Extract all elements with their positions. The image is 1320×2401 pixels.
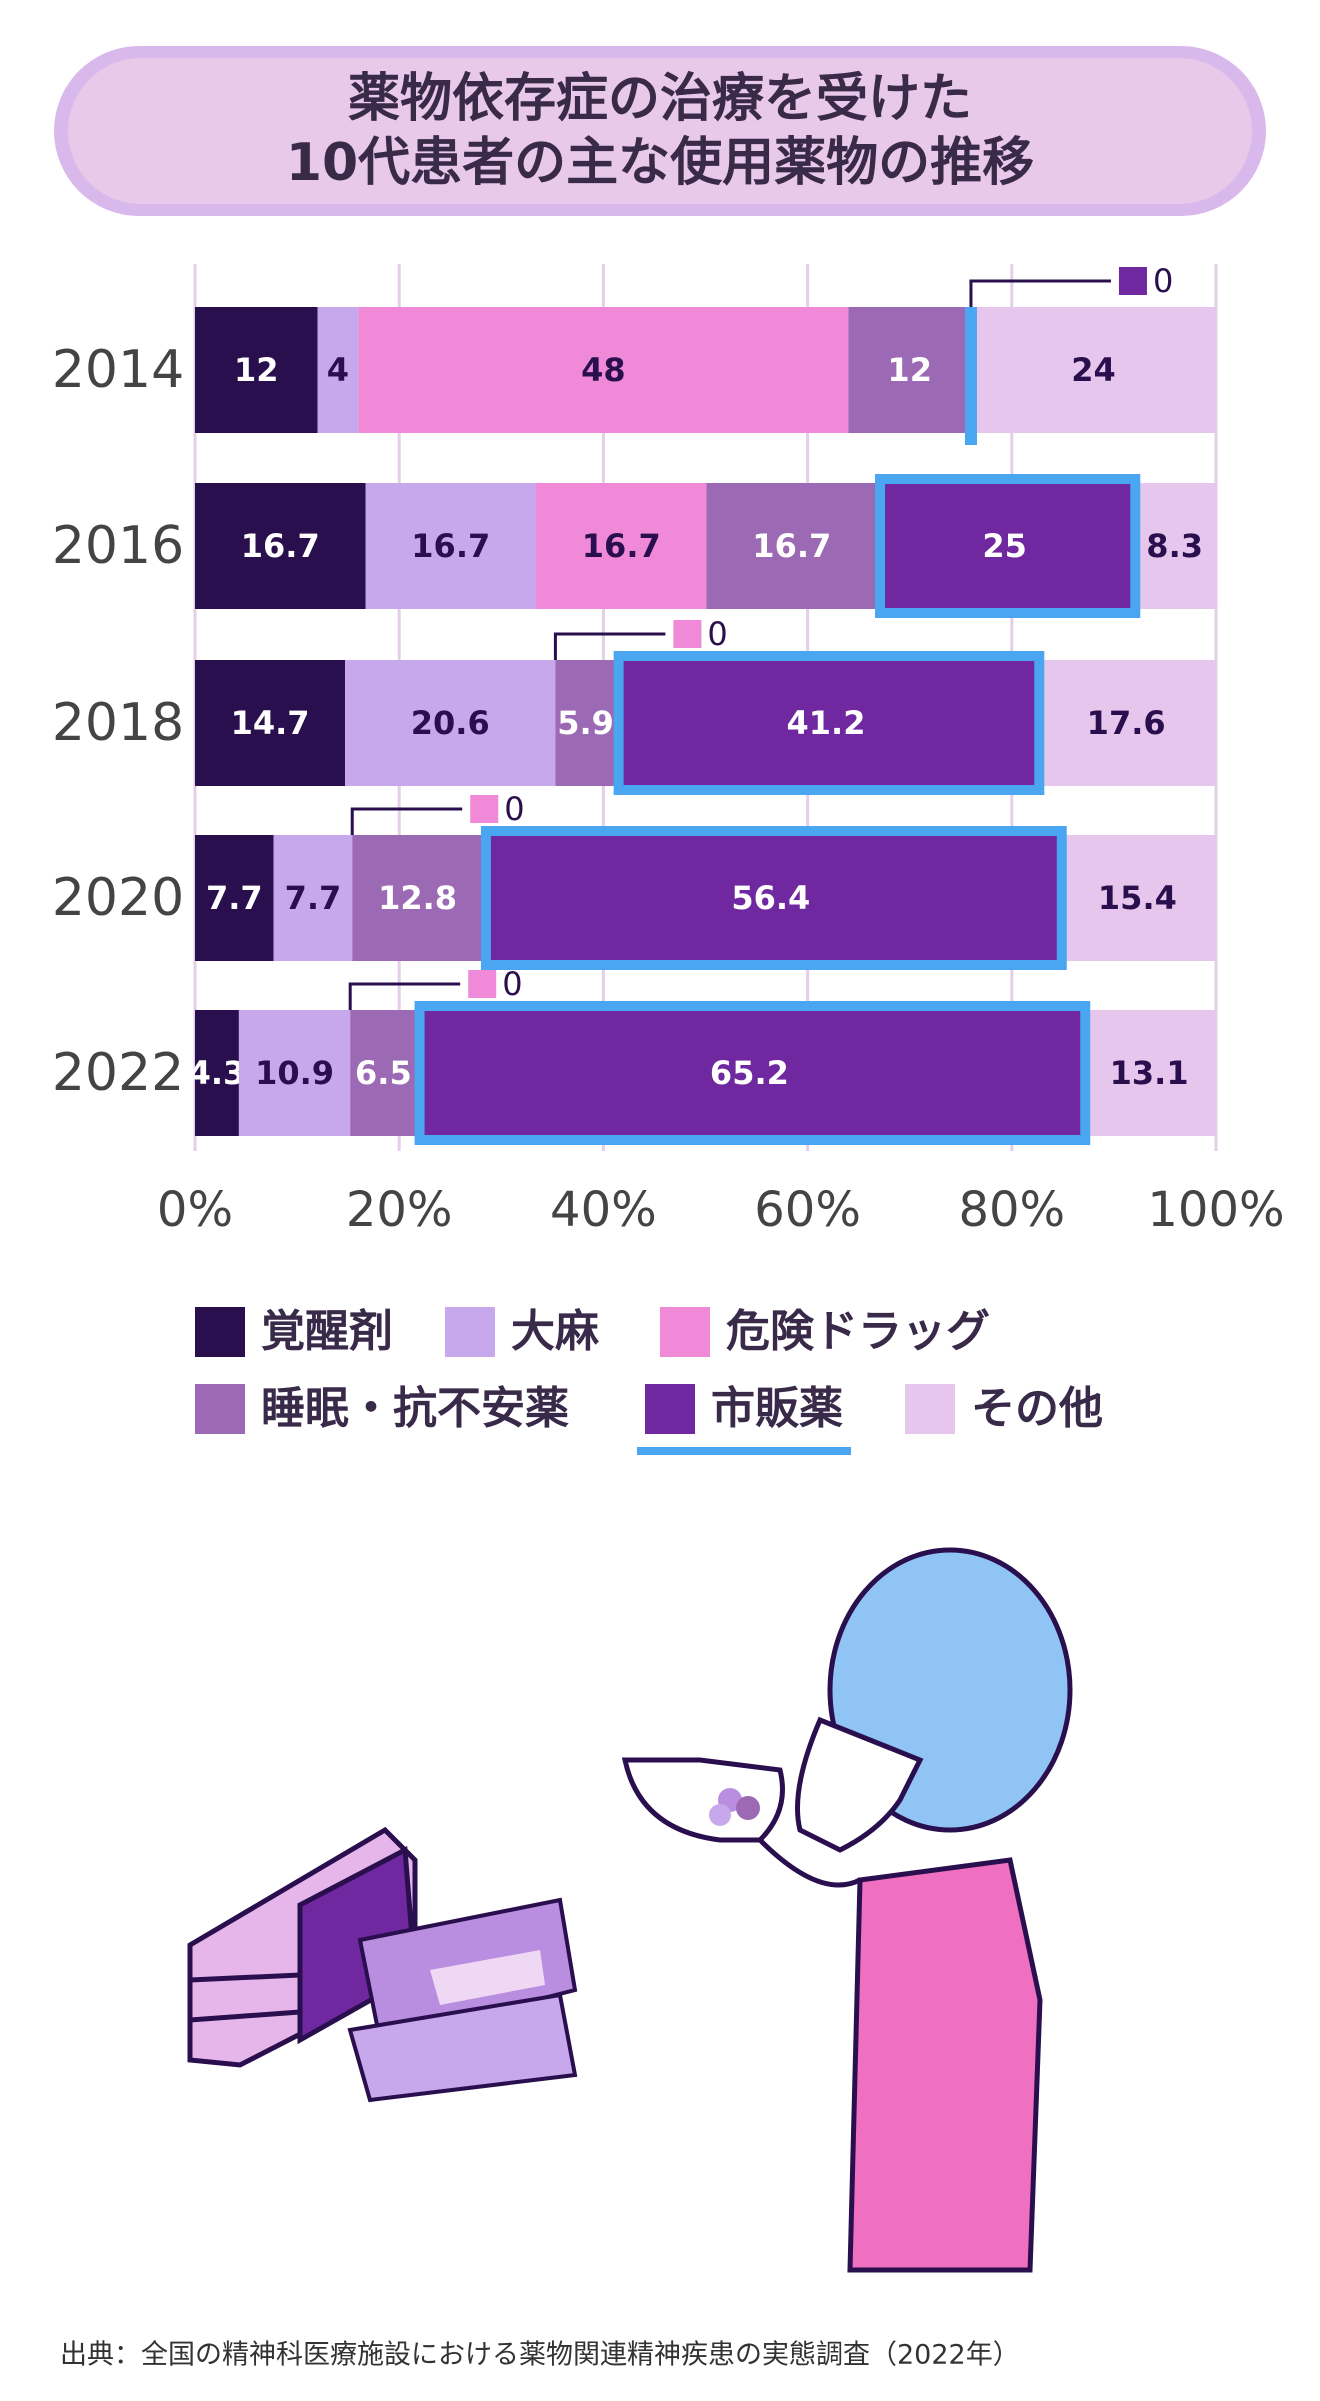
bar-segment xyxy=(195,307,318,433)
highlight-frame xyxy=(480,826,1067,970)
callout-swatch xyxy=(468,970,497,998)
value-label: 14.7 xyxy=(231,704,310,742)
y-tick-label: 2018 xyxy=(52,693,184,753)
legend-swatch xyxy=(195,1384,245,1434)
illustration xyxy=(187,1547,1073,2273)
value-label: 56.4 xyxy=(731,879,810,917)
value-label: 25 xyxy=(982,527,1027,565)
bar-segment xyxy=(877,483,1133,609)
value-label: 48 xyxy=(581,351,626,389)
chart-area: 0% 20% 40% 60% 80% 100% 2014 12 4 48 12 0 24 2016 16.7… xyxy=(52,262,1285,1455)
value-label: 24 xyxy=(1071,351,1116,389)
callout-swatch xyxy=(470,795,499,823)
value-label: 0 xyxy=(502,965,522,1003)
callout-line xyxy=(348,982,461,1010)
highlight-zero xyxy=(964,307,977,445)
value-label: 5.9 xyxy=(557,704,614,742)
value-label: 6.5 xyxy=(355,1054,412,1092)
legend-swatch xyxy=(660,1307,710,1357)
bar-segment xyxy=(195,1010,239,1136)
value-label: 7.7 xyxy=(285,879,342,917)
value-label: 4 xyxy=(327,351,349,389)
legend-label: 危険ドラッグ xyxy=(726,1306,990,1357)
highlight-frame xyxy=(414,1001,1091,1145)
value-label: 17.6 xyxy=(1087,704,1166,742)
x-tick-label: 40% xyxy=(550,1182,657,1238)
value-label: 0 xyxy=(504,790,524,828)
bar-segment xyxy=(848,307,971,433)
value-label: 12 xyxy=(234,351,279,389)
bar-segment xyxy=(273,835,353,961)
legend-label: その他 xyxy=(971,1383,1103,1434)
bar-segment xyxy=(350,1010,417,1136)
bar-segment xyxy=(352,835,483,961)
callout-line xyxy=(969,279,1111,307)
y-tick-label: 2014 xyxy=(52,340,184,400)
x-tick-label: 80% xyxy=(958,1182,1065,1238)
value-label: 65.2 xyxy=(710,1054,789,1092)
y-tick-label: 2020 xyxy=(52,868,184,928)
bar-segment xyxy=(358,307,849,433)
value-label: 41.2 xyxy=(787,704,866,742)
bar-segment xyxy=(345,660,556,786)
legend-label: 大麻 xyxy=(511,1306,599,1357)
bar-segment xyxy=(1036,660,1216,786)
bar-segment xyxy=(615,660,1037,786)
legend-swatch xyxy=(445,1307,495,1357)
title-pill xyxy=(68,58,1252,204)
value-label: 0 xyxy=(1153,262,1173,300)
bar-segment xyxy=(555,660,616,786)
y-tick-label: 2016 xyxy=(52,516,184,576)
value-label: 4.3 xyxy=(189,1054,246,1092)
bar-segment xyxy=(195,660,346,786)
value-label: 16.7 xyxy=(752,527,831,565)
value-label: 13.1 xyxy=(1110,1054,1189,1092)
bar-segment xyxy=(706,483,878,609)
value-label: 7.7 xyxy=(206,879,263,917)
legend-swatch xyxy=(905,1384,955,1434)
legend-swatch xyxy=(195,1307,245,1357)
bar-segment xyxy=(416,1010,1083,1136)
bar-segment xyxy=(482,835,1059,961)
value-label: 10.9 xyxy=(255,1054,334,1092)
legend-label: 睡眠・抗不安薬 xyxy=(261,1383,569,1434)
value-label: 8.3 xyxy=(1146,527,1203,565)
value-label: 12.8 xyxy=(378,879,457,917)
bar-segment xyxy=(536,483,707,609)
x-tick-label: 0% xyxy=(157,1182,233,1238)
bar-segment xyxy=(1132,483,1218,609)
bar-segment xyxy=(317,307,359,433)
callout-line xyxy=(553,632,666,660)
value-label: 20.6 xyxy=(411,704,490,742)
bar-segment xyxy=(970,307,1216,433)
bar-segment xyxy=(1058,835,1216,961)
y-tick-label: 2022 xyxy=(52,1043,184,1103)
value-label: 12 xyxy=(887,351,932,389)
chart-title: 10代患者の主な使用薬物の推移 xyxy=(286,133,1034,193)
value-label: 16.7 xyxy=(241,527,320,565)
value-label: 15.4 xyxy=(1098,879,1177,917)
source-note: 出典：全国の精神科医療施設における薬物関連精神疾患の実態調査（2022年） xyxy=(60,2340,1020,2371)
callout-swatch xyxy=(1118,267,1147,295)
highlight-frame xyxy=(613,651,1045,795)
bar-segment xyxy=(238,1010,351,1136)
legend-swatch xyxy=(645,1384,695,1434)
bar-segment xyxy=(1082,1010,1216,1136)
x-tick-label: 100% xyxy=(1147,1182,1284,1238)
value-label: 0 xyxy=(707,615,727,653)
legend-label: 市販薬 xyxy=(711,1383,843,1434)
bar-segment xyxy=(365,483,537,609)
value-label: 16.7 xyxy=(411,527,490,565)
bar-segment xyxy=(195,483,366,609)
bar-segment xyxy=(195,835,274,961)
x-tick-label: 60% xyxy=(754,1182,861,1238)
callout-line xyxy=(350,807,463,835)
chart-title: 薬物依存症の治療を受けた xyxy=(348,69,972,129)
x-tick-label: 20% xyxy=(346,1182,453,1238)
highlight-frame xyxy=(875,474,1141,618)
legend-label: 覚醒剤 xyxy=(261,1306,393,1357)
value-label: 16.7 xyxy=(582,527,661,565)
callout-swatch xyxy=(673,620,702,648)
